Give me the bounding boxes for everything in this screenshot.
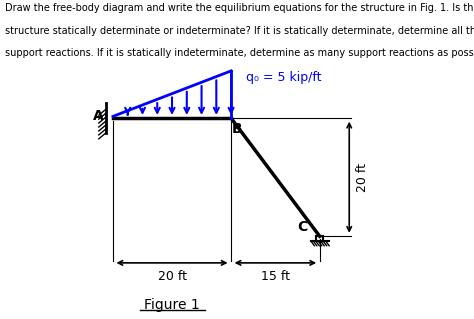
Text: B: B	[232, 122, 242, 136]
Text: q₀ = 5 kip/ft: q₀ = 5 kip/ft	[246, 71, 321, 85]
Text: A: A	[93, 109, 103, 123]
Text: Draw the free-body diagram and write the equilibrium equations for the structure: Draw the free-body diagram and write the…	[5, 3, 474, 13]
Bar	[316, 236, 323, 241]
Text: 15 ft: 15 ft	[261, 270, 290, 283]
Text: 20 ft: 20 ft	[157, 270, 186, 283]
Text: Figure 1: Figure 1	[144, 298, 200, 312]
Text: C: C	[297, 220, 307, 234]
Text: support reactions. If it is statically indeterminate, determine as many support : support reactions. If it is statically i…	[5, 48, 474, 58]
Text: 20 ft: 20 ft	[356, 163, 369, 192]
Text: structure statically determinate or indeterminate? If it is statically determina: structure statically determinate or inde…	[5, 26, 474, 35]
